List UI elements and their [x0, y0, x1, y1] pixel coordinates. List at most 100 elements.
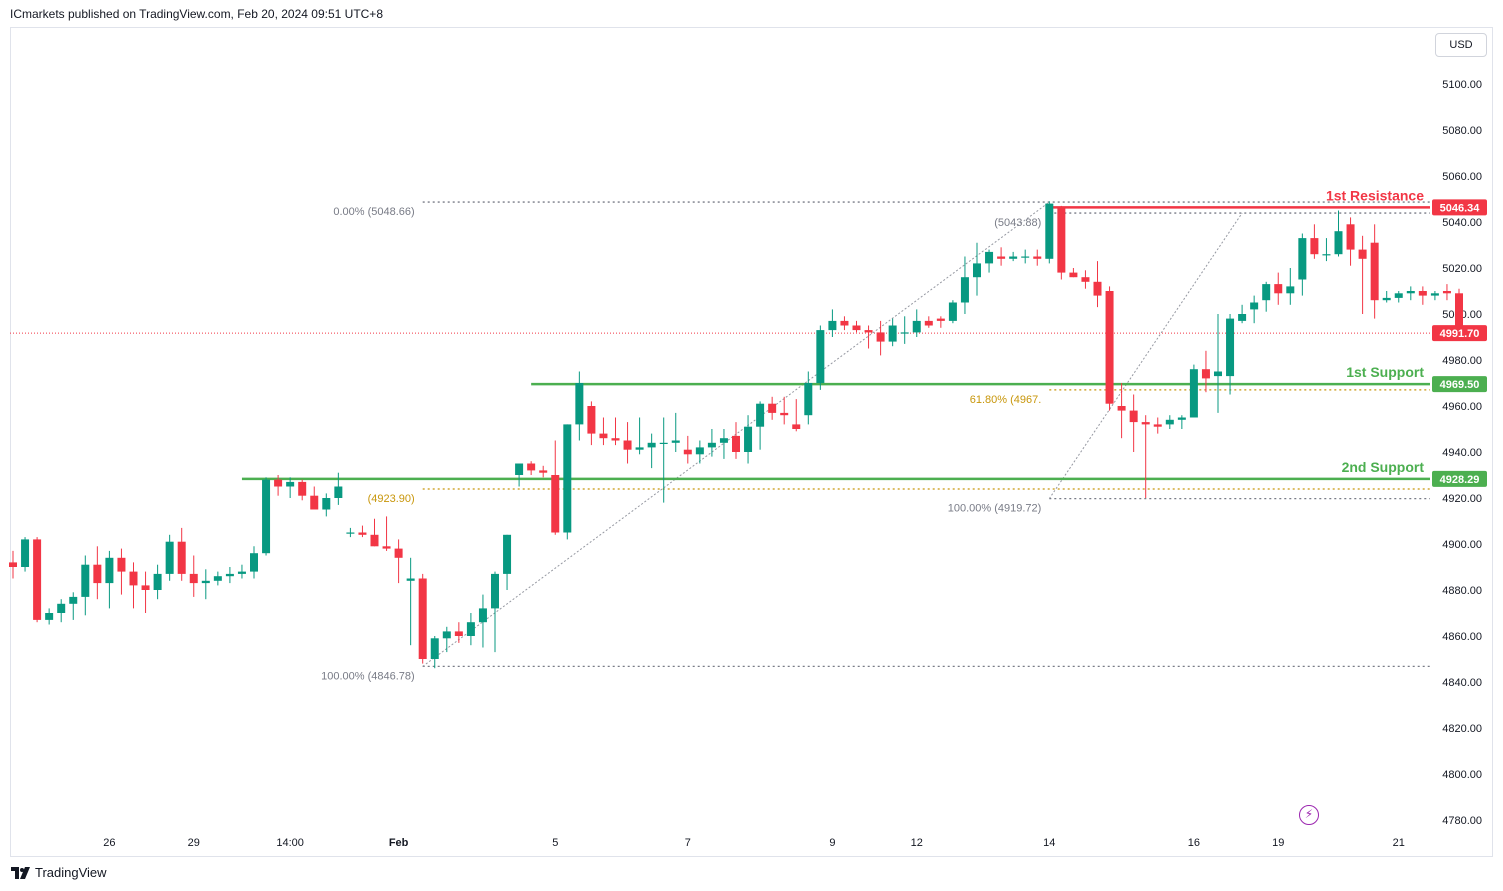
candle-body [346, 532, 355, 534]
candle-body [177, 541, 186, 574]
candle-body [129, 571, 138, 586]
candle-body [973, 263, 981, 278]
fib-trend-line [1048, 212, 1243, 499]
candle-body [466, 622, 475, 636]
x-tick-label: Feb [389, 837, 409, 849]
fib-618-label: (4923.90) [368, 493, 415, 505]
candle-body [1129, 410, 1138, 423]
candle-body [1117, 406, 1126, 411]
tradingview-logo-icon [11, 866, 30, 879]
candle-body [1262, 284, 1271, 301]
candle-body [274, 479, 283, 487]
lightning-icon[interactable]: ⚡ [1299, 805, 1319, 825]
level-price-tag [1432, 199, 1487, 216]
candle-body [237, 571, 246, 574]
candle-body [1093, 281, 1102, 296]
candle-body [852, 325, 861, 331]
level-price-label: 5046.34 [1440, 202, 1481, 214]
candle-body [1033, 256, 1042, 259]
candle-body [659, 442, 668, 444]
candle-body [153, 573, 162, 590]
candle-body [647, 442, 656, 448]
candle-body [322, 498, 331, 510]
x-tick-label: 26 [103, 837, 115, 849]
candle-body [21, 539, 30, 567]
candle-body [719, 438, 728, 443]
candle-body [768, 403, 777, 413]
candle-body [370, 534, 379, 547]
level-price-label: 4928.29 [1440, 474, 1480, 486]
candle-body [382, 546, 391, 549]
candle-body [1009, 256, 1018, 259]
currency-button[interactable]: USD [1435, 33, 1487, 57]
candle-body [213, 576, 222, 581]
candle-body [876, 332, 885, 342]
candle-body [816, 330, 825, 383]
candle-body [334, 486, 343, 498]
y-tick-label: 4940.00 [1442, 447, 1482, 459]
tradingview-logo-text: TradingView [35, 865, 107, 880]
y-tick-label: 5020.00 [1442, 263, 1482, 275]
candle-body [1418, 291, 1427, 296]
candle-body [1177, 417, 1186, 420]
candle-body [358, 532, 367, 535]
candle-body [189, 573, 198, 584]
candle-body [1382, 297, 1391, 301]
candle-body [1057, 208, 1066, 273]
candle-body [310, 495, 319, 510]
candle-body [828, 320, 837, 331]
chart-frame [10, 27, 1493, 857]
candle-body [683, 449, 692, 455]
y-tick-label: 5040.00 [1442, 217, 1482, 229]
candle-body [250, 553, 258, 572]
candle-body [478, 608, 487, 623]
candle-body [804, 383, 813, 416]
fib-hundred-label: 100.00% (4846.78) [321, 670, 415, 682]
candle-body [671, 440, 680, 443]
candle-body [503, 534, 512, 574]
candle-body [1430, 293, 1439, 296]
candle-body [635, 447, 644, 450]
candle-body [1370, 242, 1379, 301]
candle-body [707, 442, 716, 448]
tradingview-logo[interactable]: TradingView [11, 865, 107, 880]
candle-body [840, 320, 849, 326]
y-tick-label: 4840.00 [1442, 677, 1482, 689]
candle-body [1298, 238, 1307, 280]
x-tick-label: 19 [1272, 837, 1284, 849]
y-tick-label: 4960.00 [1442, 401, 1482, 413]
candle-body [33, 539, 42, 620]
level-price-tag [1432, 470, 1487, 487]
candle-body [69, 596, 78, 604]
fib-zero-label: 0.00% (5048.66) [333, 206, 414, 218]
candle-body [599, 433, 608, 439]
candle-body [1238, 314, 1247, 321]
candle-body [1069, 272, 1078, 278]
x-tick-label: 9 [829, 837, 835, 849]
candle-body [1153, 424, 1162, 427]
candle-body [1442, 291, 1451, 294]
y-tick-label: 5060.00 [1442, 171, 1482, 183]
candle-body [442, 631, 451, 639]
candle-body [93, 564, 102, 584]
fib-hundred-label: 100.00% (4919.72) [948, 503, 1042, 515]
candle-body [1406, 291, 1415, 294]
level-price-tag [1432, 376, 1487, 393]
candle-body [900, 332, 909, 334]
level-price-label: 4969.50 [1440, 379, 1480, 391]
candle-body [888, 325, 897, 342]
y-tick-label: 5080.00 [1442, 125, 1482, 137]
candle-body [780, 412, 789, 416]
y-tick-label: 4860.00 [1442, 631, 1482, 643]
candle-body [1286, 286, 1295, 294]
candle-body [527, 463, 536, 471]
candle-body [454, 631, 463, 636]
candle-body [1189, 369, 1198, 418]
candle-body [1021, 256, 1030, 258]
last-price-tag [1432, 325, 1487, 342]
candle-body [695, 447, 704, 455]
candle-body [394, 548, 403, 558]
candle-body [732, 435, 740, 452]
candle-body [587, 406, 596, 434]
